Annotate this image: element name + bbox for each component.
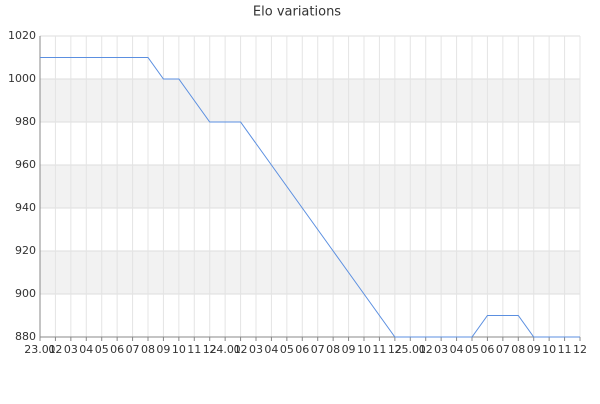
x-tick-label: 07 — [311, 343, 325, 356]
x-tick-label: 05 — [95, 343, 109, 356]
grid-band — [40, 79, 580, 122]
x-tick-label: 02 — [234, 343, 248, 356]
x-tick-label: 12 — [573, 343, 587, 356]
x-tick-label: 11 — [372, 343, 386, 356]
x-tick-label: 09 — [342, 343, 356, 356]
y-tick-label: 940 — [15, 201, 36, 214]
grid-band — [40, 251, 580, 294]
x-tick-label: 11 — [187, 343, 201, 356]
y-tick-label: 920 — [15, 244, 36, 257]
x-tick-label: 12 — [388, 343, 402, 356]
y-tick-label: 1000 — [8, 72, 36, 85]
x-tick-label: 11 — [558, 343, 572, 356]
x-tick-label: 09 — [156, 343, 170, 356]
x-tick-label: 06 — [295, 343, 309, 356]
x-tick-label: 03 — [434, 343, 448, 356]
x-tick-label: 02 — [48, 343, 62, 356]
series-line — [40, 57, 580, 338]
x-tick-label: 04 — [264, 343, 278, 356]
x-tick-label: 09 — [527, 343, 541, 356]
x-tick-label: 06 — [480, 343, 494, 356]
x-tick-label: 03 — [64, 343, 78, 356]
y-tick-label: 900 — [15, 287, 36, 300]
x-tick-label: 08 — [326, 343, 340, 356]
x-tick-label: 07 — [496, 343, 510, 356]
x-tick-label: 05 — [280, 343, 294, 356]
x-tick-label: 07 — [126, 343, 140, 356]
y-tick-label: 960 — [15, 158, 36, 171]
x-tick-label: 23.01 — [24, 343, 56, 356]
x-tick-label: 04 — [450, 343, 464, 356]
x-tick-label: 25.01 — [395, 343, 427, 356]
y-tick-label: 980 — [15, 115, 36, 128]
chart-title: Elo variations — [253, 5, 341, 20]
y-tick-label: 880 — [15, 330, 36, 343]
y-tick-label: 1020 — [8, 29, 36, 42]
x-tick-label: 04 — [79, 343, 93, 356]
x-tick-label: 10 — [357, 343, 371, 356]
x-tick-label: 12 — [203, 343, 217, 356]
x-tick-label: 24.01 — [209, 343, 241, 356]
x-tick-label: 02 — [419, 343, 433, 356]
x-tick-label: 10 — [172, 343, 186, 356]
x-tick-label: 03 — [249, 343, 263, 356]
x-tick-label: 10 — [542, 343, 556, 356]
grid-band — [40, 165, 580, 208]
x-tick-label: 05 — [465, 343, 479, 356]
x-tick-label: 06 — [110, 343, 124, 356]
x-tick-label: 08 — [141, 343, 155, 356]
x-tick-label: 08 — [511, 343, 525, 356]
